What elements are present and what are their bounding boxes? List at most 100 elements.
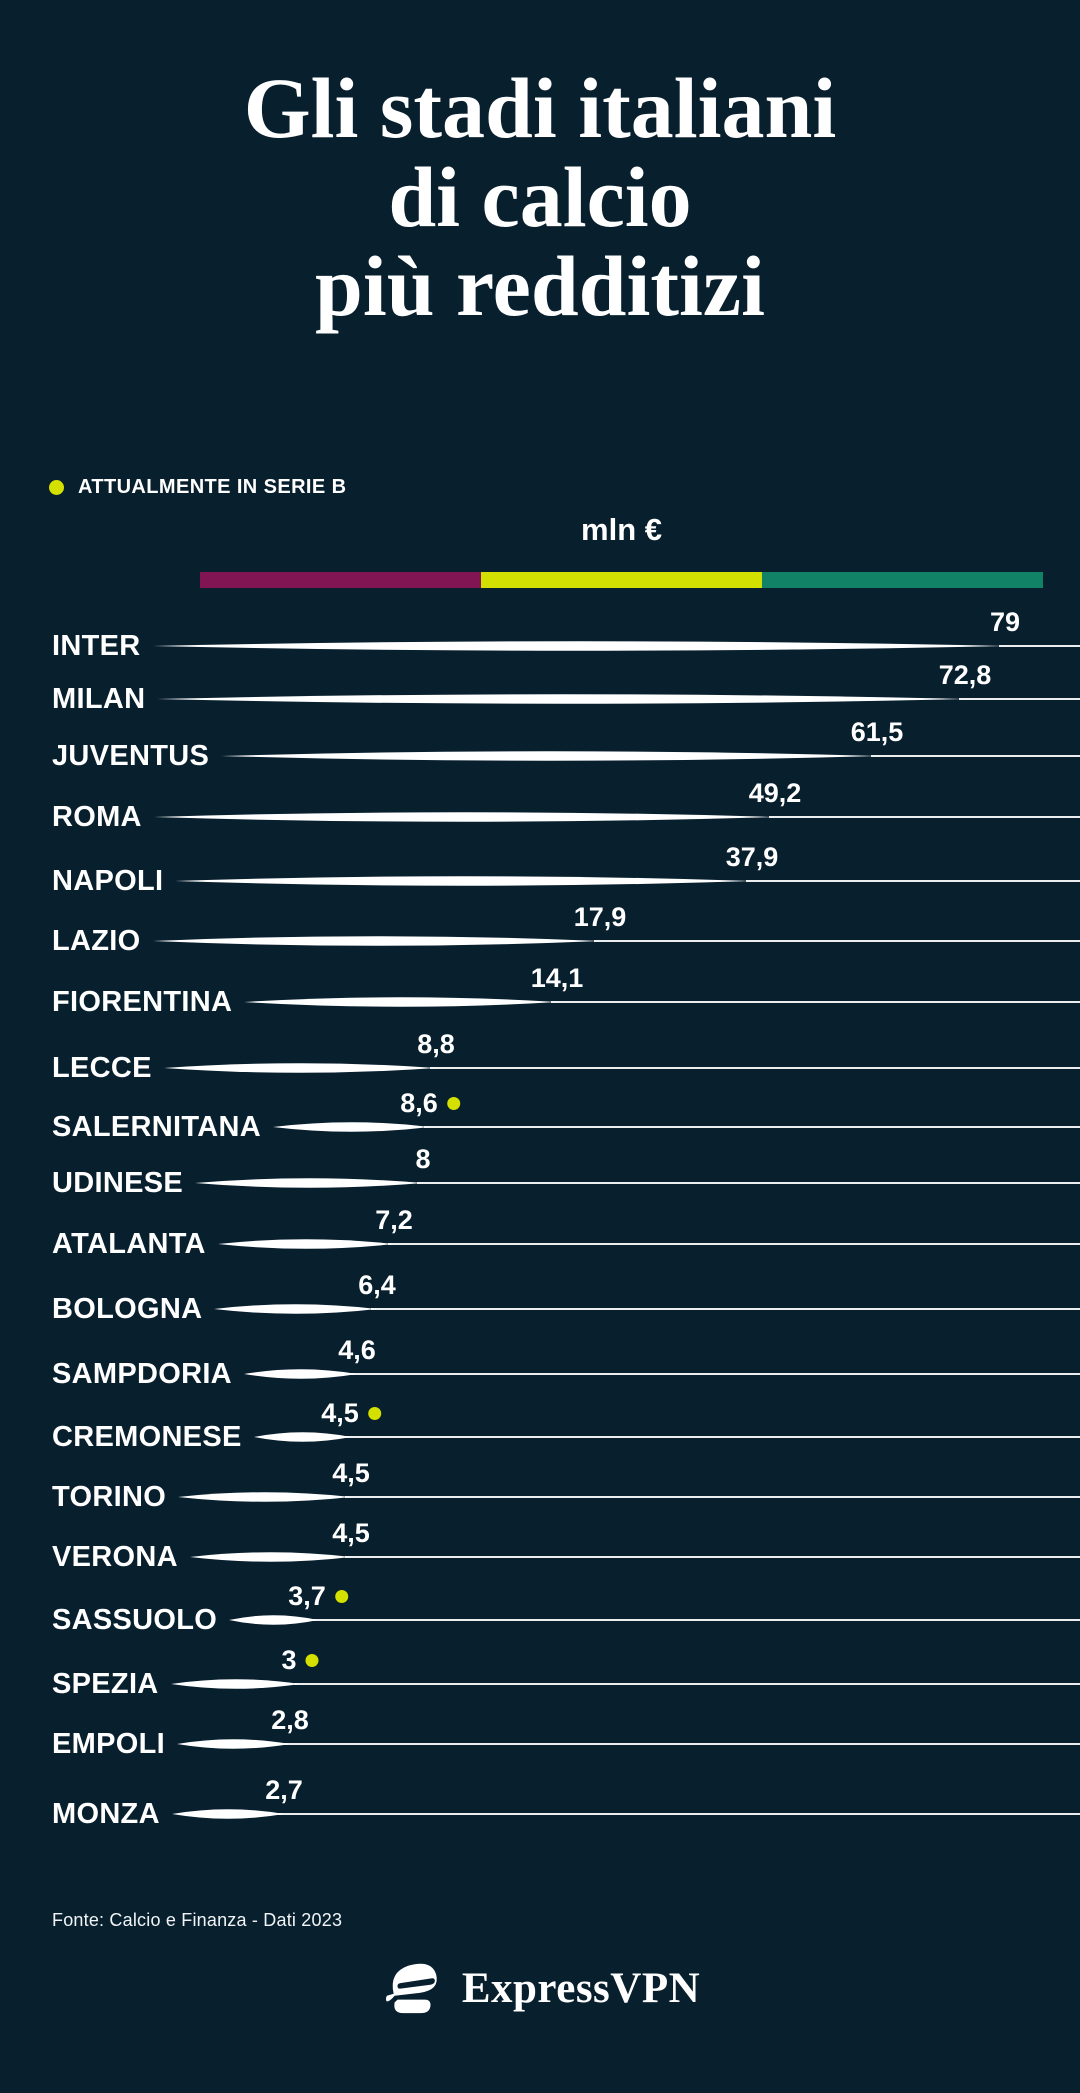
serie-b-dot: [334, 1589, 348, 1603]
team-row: CREMONESE 4,5: [0, 1387, 1080, 1457]
team-name: LAZIO: [52, 925, 141, 957]
row-line: [551, 1001, 1080, 1003]
value-group: 61,5: [851, 717, 904, 747]
value-label: 6,4: [358, 1270, 396, 1300]
team-row: MONZA 2,7: [0, 1764, 1080, 1834]
value-label: 17,9: [573, 902, 627, 932]
team-row: SASSUOLO 3,7: [0, 1570, 1080, 1640]
bar-lens: [244, 997, 557, 1007]
value-label: 4,5: [332, 1518, 370, 1548]
row-line: [417, 1182, 1080, 1184]
serie-b-dot: [305, 1653, 319, 1667]
team-name: SAMPDORIA: [52, 1358, 232, 1390]
value-label: 8: [415, 1144, 431, 1174]
bar-lens: [153, 641, 1005, 651]
brand-logo: ExpressVPN: [0, 1950, 1080, 2026]
team-name: TORINO: [52, 1481, 167, 1513]
value-group: 3,7: [288, 1581, 348, 1611]
team-row: SALERNITANA 8,6: [0, 1077, 1080, 1147]
row-line: [999, 645, 1080, 647]
value-group: 7,2: [375, 1205, 413, 1235]
value-group: 8,6: [400, 1088, 460, 1118]
team-name: SPEZIA: [52, 1668, 159, 1700]
value-label: 61,5: [850, 717, 904, 747]
value-label: 79: [989, 607, 1021, 637]
team-row: UDINESE 8: [0, 1133, 1080, 1203]
bar-lens: [177, 1739, 290, 1749]
axis-unit-label: mln €: [581, 512, 662, 547]
value-label: 7,2: [375, 1205, 413, 1235]
page-title-line-1: Gli stadi italiani: [243, 60, 837, 156]
brand-name: ExpressVPN: [461, 1964, 701, 2012]
bar-lens: [218, 1239, 394, 1249]
bar-lens: [153, 936, 600, 946]
bar-lens: [171, 1679, 300, 1689]
row-line: [284, 1743, 1080, 1745]
row-line: [345, 1496, 1080, 1498]
bar-lens: [229, 1615, 318, 1625]
team-name: ATALANTA: [52, 1228, 206, 1260]
bar-lens: [154, 812, 775, 822]
row-line: [424, 1126, 1080, 1128]
value-group: 72,8: [939, 660, 992, 690]
expressvpn-icon: [385, 1963, 437, 2014]
team-row: MILAN 72,8: [0, 649, 1080, 719]
row-line: [959, 698, 1080, 700]
team-name: CREMONESE: [52, 1421, 242, 1453]
team-name: EMPOLI: [52, 1728, 165, 1760]
team-name: NAPOLI: [52, 865, 164, 897]
scale-segment-purple: [200, 572, 481, 588]
team-row: JUVENTUS 61,5: [0, 706, 1080, 776]
team-name: FIORENTINA: [52, 986, 233, 1018]
value-group: 2,7: [265, 1775, 303, 1805]
value-group: 8: [415, 1144, 430, 1174]
bar-lens: [175, 876, 752, 886]
row-line: [746, 880, 1080, 882]
team-name: MONZA: [52, 1798, 160, 1830]
row-line: [388, 1243, 1080, 1245]
bar-lens: [172, 1809, 284, 1819]
team-row: LAZIO 17,9: [0, 891, 1080, 961]
value-group: 4,6: [338, 1335, 376, 1365]
team-row: ROMA 49,2: [0, 767, 1080, 837]
value-label: 14,1: [530, 963, 584, 993]
row-line: [312, 1619, 1080, 1621]
bar-lens: [178, 1492, 351, 1502]
row-line: [345, 1436, 1080, 1438]
bar-lens: [221, 751, 877, 761]
team-row: ATALANTA 7,2: [0, 1194, 1080, 1264]
bar-lens: [157, 694, 965, 704]
color-scale-bar: [200, 572, 1043, 588]
team-row: SPEZIA 3: [0, 1634, 1080, 1704]
team-row: EMPOLI 2,8: [0, 1694, 1080, 1764]
value-label: 37,9: [725, 842, 779, 872]
team-name: JUVENTUS: [52, 740, 210, 772]
team-name: BOLOGNA: [52, 1293, 203, 1325]
source-note: Fonte: Calcio e Finanza - Dati 2023: [52, 1910, 343, 1930]
team-name: ROMA: [52, 801, 142, 833]
bar-lens: [195, 1178, 423, 1188]
team-name: SASSUOLO: [52, 1604, 218, 1636]
serie-b-dot: [367, 1406, 381, 1420]
row-line: [430, 1067, 1080, 1069]
value-group: 37,9: [726, 842, 779, 872]
team-row: VERONA 4,5: [0, 1507, 1080, 1577]
value-group: 2,8: [271, 1705, 309, 1735]
team-row: LECCE 8,8: [0, 1018, 1080, 1088]
page-title-line-2: di calcio: [388, 149, 692, 245]
value-label: 3,7: [288, 1581, 326, 1611]
page-title: Gli stadi italiani di calcio più redditi…: [0, 64, 1080, 331]
row-line: [594, 940, 1080, 942]
row-line: [294, 1683, 1080, 1685]
value-group: 4,5: [332, 1458, 370, 1488]
value-label: 72,8: [938, 660, 992, 690]
bar-lens: [190, 1552, 351, 1562]
value-group: 4,5: [332, 1518, 370, 1548]
legend-label: ATTUALMENTE IN SERIE B: [78, 476, 347, 498]
bar-lens: [254, 1432, 351, 1442]
value-label: 2,7: [265, 1775, 303, 1805]
team-row: NAPOLI 37,9: [0, 831, 1080, 901]
row-line: [351, 1373, 1080, 1375]
row-line: [871, 755, 1080, 757]
